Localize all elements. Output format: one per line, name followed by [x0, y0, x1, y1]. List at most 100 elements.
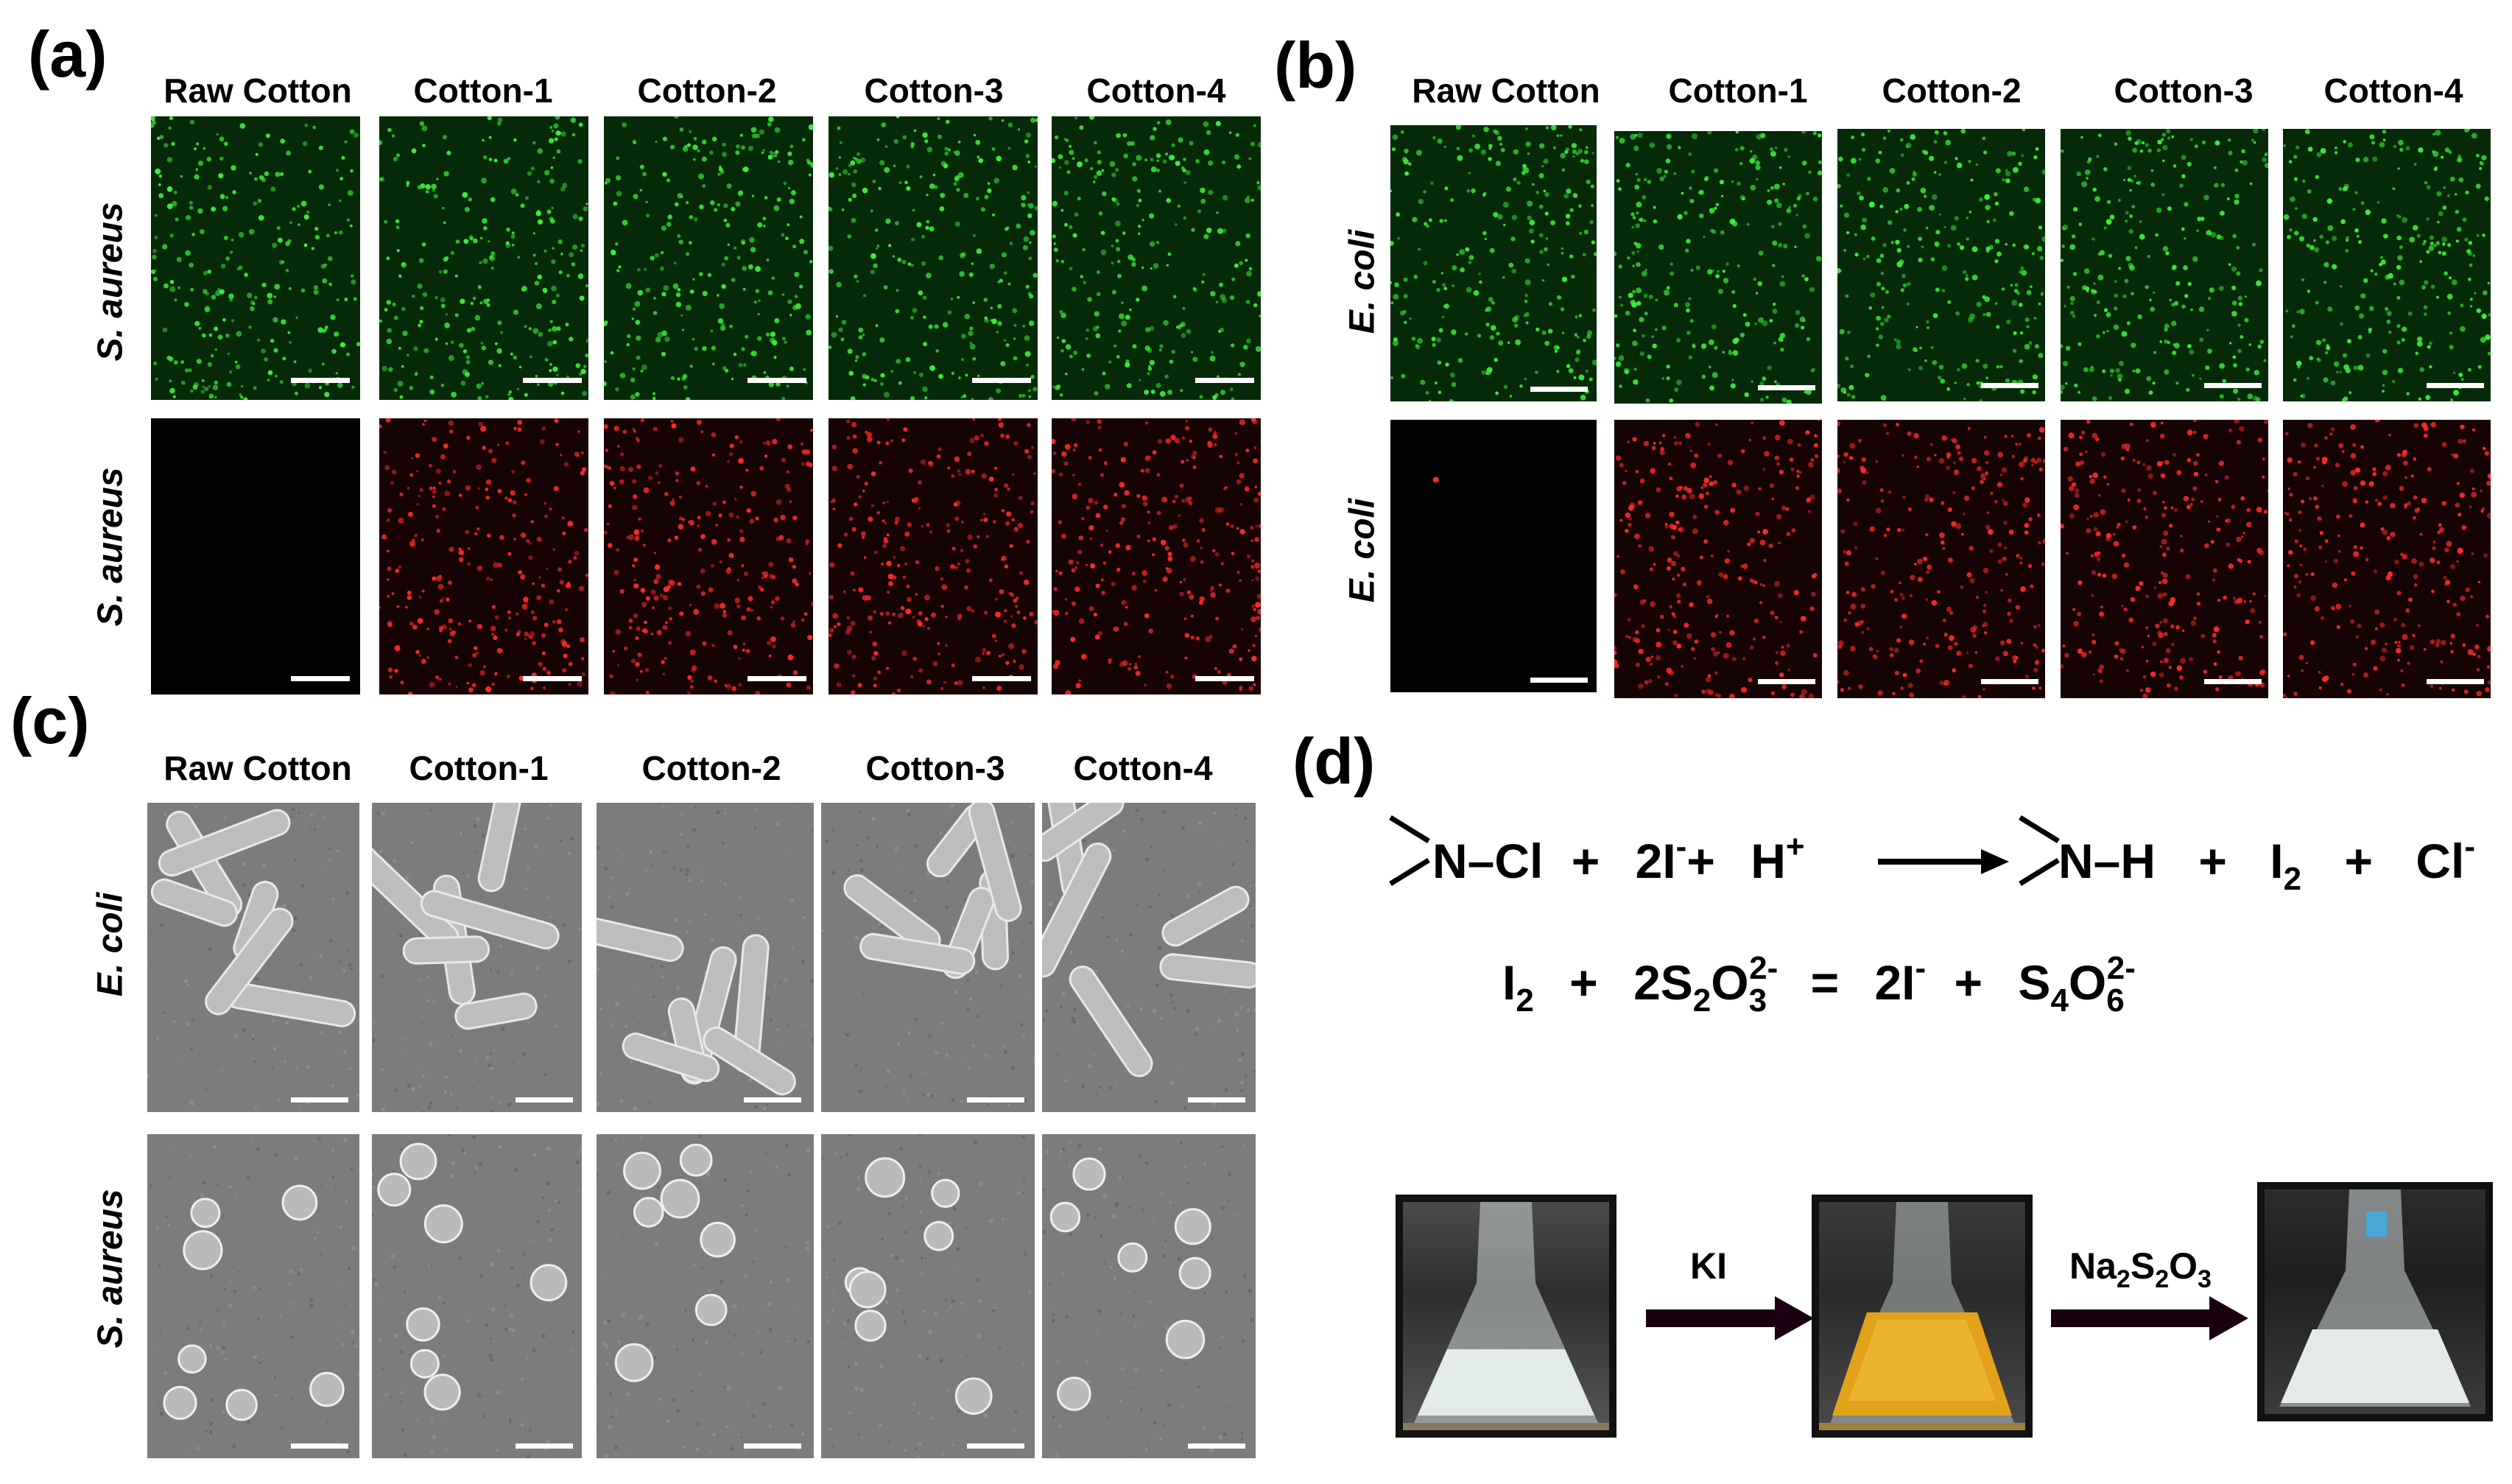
cell-dot	[1231, 277, 1236, 281]
cell-dot	[1633, 584, 1639, 590]
cell-dot	[2077, 611, 2081, 616]
cell-dot	[652, 606, 655, 610]
cell-dot	[1982, 363, 1988, 369]
cell-dot	[1574, 333, 1578, 337]
cell-dot	[2072, 234, 2076, 239]
cell-dot	[966, 568, 971, 573]
cell-dot	[1094, 175, 1098, 179]
cell-dot	[1780, 650, 1786, 656]
cell-dot	[2446, 599, 2450, 603]
cell-dot	[207, 270, 211, 274]
cell-dot	[689, 685, 694, 689]
cell-dot	[2007, 151, 2013, 157]
cell-dot	[1493, 129, 1497, 134]
cell-dot	[2063, 361, 2069, 367]
cell-dot	[1776, 513, 1782, 520]
cell-dot	[1636, 242, 1642, 249]
cell-dot	[765, 332, 770, 337]
cell-dot	[1749, 538, 1755, 544]
cell-dot	[947, 466, 951, 470]
cell-dot	[253, 201, 258, 206]
cell-dot	[1166, 683, 1172, 689]
cell-dot	[393, 387, 398, 393]
cell-dot	[2233, 363, 2237, 368]
cell-dot	[604, 530, 608, 535]
cell-dot	[1955, 311, 1960, 316]
cell-dot	[964, 313, 971, 320]
cell-dot	[485, 495, 490, 500]
cell-dot	[957, 616, 962, 621]
cell-dot	[583, 206, 588, 211]
cell-dot	[2321, 616, 2325, 620]
fluorescence-texture	[2283, 420, 2491, 698]
cell-dot	[2431, 589, 2435, 594]
cell-dot	[1634, 533, 1640, 540]
cell-dot	[1997, 542, 2002, 547]
cell-dot	[2460, 424, 2465, 429]
cell-dot	[764, 454, 768, 458]
cell-dot	[2019, 561, 2023, 565]
cell-dot	[690, 466, 696, 472]
cell-dot	[1488, 297, 1494, 302]
cell-dot	[1774, 380, 1777, 383]
cell-dot	[2237, 348, 2242, 354]
cell-dot	[1440, 272, 1444, 275]
cell-dot	[543, 502, 546, 505]
cell-dot	[446, 597, 450, 602]
cell-dot	[2304, 129, 2310, 135]
cell-dot	[1648, 546, 1655, 552]
cell-dot	[2369, 134, 2375, 140]
cell-dot	[2106, 482, 2110, 486]
cell-dot	[254, 177, 258, 181]
cell-dot	[585, 203, 588, 205]
cell-dot	[1941, 265, 1948, 271]
cell-dot	[2256, 507, 2262, 513]
cell-dot	[1727, 460, 1734, 465]
cell-dot	[528, 555, 533, 560]
cell-dot	[787, 151, 792, 157]
cell-dot	[553, 485, 559, 491]
cell-dot	[432, 504, 436, 508]
cell-dot	[442, 597, 445, 600]
cell-dot	[2315, 457, 2321, 461]
sem-grain	[380, 974, 385, 979]
cell-dot	[1529, 219, 1535, 225]
cell-dot	[2160, 421, 2164, 425]
sem-grain	[429, 1101, 433, 1105]
cell-dot	[1200, 546, 1203, 549]
cell-dot	[2259, 635, 2263, 639]
cell-dot	[1236, 527, 1239, 530]
cell-dot	[1162, 159, 1167, 164]
cell-dot	[2072, 314, 2076, 318]
cell-dot	[1524, 279, 1531, 286]
cell-dot	[2024, 344, 2030, 350]
sem-grain	[507, 1102, 512, 1107]
cell-dot	[2077, 648, 2083, 654]
cell-dot	[2037, 624, 2041, 627]
cell-dot	[1060, 349, 1064, 353]
cell-dot	[969, 343, 976, 350]
sem-grain	[338, 1030, 342, 1034]
cell-dot	[1034, 620, 1038, 625]
cell-dot	[1007, 147, 1011, 150]
cell-dot	[2338, 186, 2343, 191]
cell-dot	[1840, 688, 1844, 692]
cell-dot	[762, 571, 769, 577]
cell-dot	[2398, 641, 2401, 644]
cell-dot	[1095, 513, 1101, 518]
cell-dot	[1561, 252, 1564, 255]
cell-dot	[1976, 381, 1980, 385]
cell-dot	[1167, 390, 1172, 395]
cell-dot	[176, 257, 182, 262]
cell-dot	[1678, 441, 1682, 445]
cell-dot	[944, 147, 949, 151]
cell-dot	[1231, 397, 1235, 400]
cell-dot	[1982, 295, 1986, 299]
cell-dot	[1631, 225, 1634, 229]
cell-dot	[1762, 468, 1766, 471]
cell-dot	[1700, 555, 1703, 560]
cell-dot	[554, 137, 558, 141]
cell-dot	[569, 337, 574, 342]
cell-dot	[2072, 608, 2075, 611]
cell-dot	[204, 306, 210, 313]
